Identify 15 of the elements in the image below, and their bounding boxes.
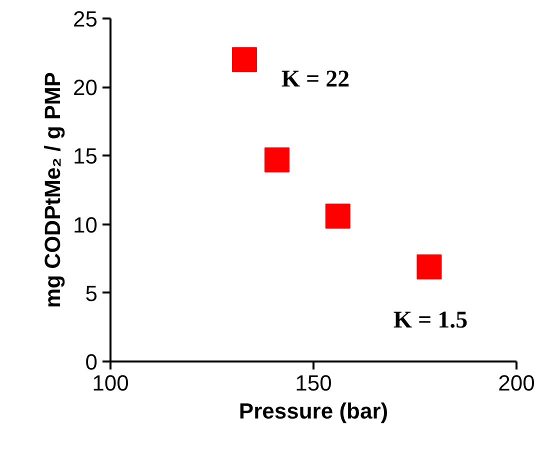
x-tick-label: 200 [498,370,535,396]
point [325,204,350,229]
y-tick-label: 20 [73,75,98,100]
annotation: K = 1.5 [393,308,468,334]
y-tick-label: 10 [73,212,98,238]
y-axis-title: mg CODPtMe₂ / g PMP [40,72,66,308]
point [232,47,257,72]
point [416,254,442,280]
x-tick-label: 150 [295,370,332,396]
point [264,147,290,172]
y-tick-label: 5 [85,280,98,306]
y-tick-label: 25 [73,6,98,32]
x-axis-title: Pressure (bar) [238,398,388,424]
annotation: K = 22 [281,66,350,92]
y-tick-label: 15 [73,144,98,169]
